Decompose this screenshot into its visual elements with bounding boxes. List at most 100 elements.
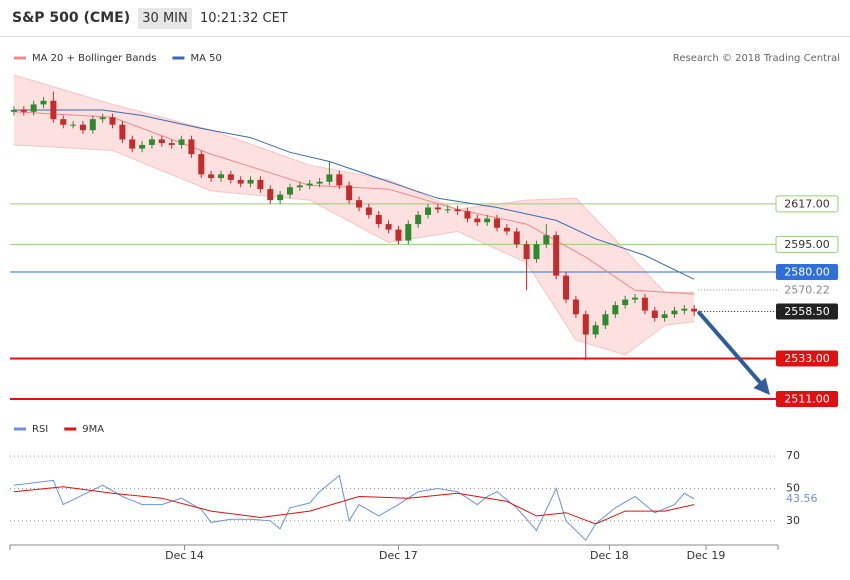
ma50-line [13, 109, 695, 280]
y-tick-label: 50 [786, 481, 800, 494]
candle-body [356, 200, 363, 208]
candle-body [553, 235, 560, 276]
candle-body [217, 174, 224, 179]
candle-body [129, 139, 136, 149]
candle-body [405, 224, 412, 241]
candle-body [40, 100, 47, 105]
candle-body [464, 211, 471, 219]
candle-body [484, 218, 491, 223]
candle-body [227, 174, 234, 180]
price-tag-label: 2580.00 [784, 265, 830, 278]
candle-body [109, 117, 116, 125]
y-tick-label: 70 [786, 449, 800, 462]
x-tick-label: Dec 14 [165, 549, 204, 562]
candle-body [454, 209, 461, 212]
candle-body [20, 109, 27, 112]
price-tag [776, 303, 838, 320]
price-tag [776, 350, 838, 367]
candle-body [30, 104, 37, 112]
candle-body [612, 305, 619, 315]
candle-body [286, 187, 293, 195]
candle-body [503, 227, 510, 232]
candle-body [533, 244, 540, 260]
candle-body [237, 179, 244, 184]
candle-body [89, 119, 96, 131]
candle-body [543, 235, 550, 245]
candle-body [99, 117, 106, 120]
price-tag-label: 2533.00 [784, 352, 830, 365]
candle-body [671, 310, 678, 315]
price-tag [775, 235, 839, 253]
candle-body [346, 185, 353, 201]
candle-body [10, 109, 17, 112]
interval: 30 MIN [142, 11, 187, 26]
candle-body [257, 179, 264, 190]
candle-body [434, 207, 441, 210]
legend-label: RSI [32, 424, 48, 435]
candle-body [444, 209, 451, 211]
legend-label: 9MA [82, 424, 104, 435]
candle-body [70, 124, 77, 126]
bollinger-lower [13, 144, 695, 356]
legend-label: MA 50 [190, 53, 221, 64]
candle-body [494, 218, 501, 228]
candle-body [208, 174, 215, 179]
time: 10:21:32 CET [200, 11, 288, 26]
candle-body [139, 144, 146, 149]
candle-body [641, 297, 648, 311]
candle-body [79, 124, 86, 131]
candle-body [592, 325, 599, 335]
price-tag-label: 2617.00 [784, 197, 830, 210]
candle-body [365, 207, 372, 215]
candle-body [513, 231, 520, 245]
candle-body [651, 310, 658, 318]
interval-box [138, 8, 192, 29]
candle-body [188, 139, 195, 155]
indicator-line [13, 474, 695, 541]
indicator-line [13, 486, 695, 525]
candle-body [247, 179, 254, 184]
x-tick-label: Dec 17 [379, 549, 418, 562]
price-tag [776, 390, 838, 407]
candle-body [326, 174, 333, 182]
price-tag-label: 2558.50 [784, 305, 830, 318]
candle-body [148, 139, 155, 145]
candle-body [316, 181, 323, 184]
rsi-value-label: 43.56 [786, 492, 818, 505]
candle-body [296, 185, 303, 188]
candle-body [306, 183, 313, 186]
price-tag-label: 2570.22 [784, 283, 830, 296]
candle-body [661, 314, 668, 318]
candle-body [375, 214, 382, 225]
y-tick-label: 30 [786, 514, 800, 527]
bollinger-fill [13, 74, 695, 355]
candle-body [395, 229, 402, 241]
legend-label: MA 20 + Bollinger Bands [32, 53, 156, 64]
candle-body [572, 299, 579, 315]
candle-body [267, 189, 274, 201]
x-tick-label: Dec 18 [590, 549, 629, 562]
candle-body [198, 154, 205, 175]
ma20-line [13, 111, 695, 295]
candle-body [119, 124, 126, 140]
rsi-panel: RSI 9MA 70 50 30 43.56 Dec 14 Dec 17 Dec 18 Dec 1… [9, 424, 818, 562]
candle-body [178, 139, 185, 145]
credit: Research © 2018 Trading Central [673, 53, 840, 64]
candle-body [681, 308, 688, 311]
candle-body [632, 297, 639, 300]
price-tag [775, 195, 839, 213]
candle-body [415, 214, 422, 225]
candle-body [60, 119, 67, 125]
candle-body [582, 314, 589, 335]
instrument-title: S&P 500 (CME) [12, 10, 130, 26]
price-tag-label: 2595.00 [784, 238, 830, 251]
price-tag-label: 2511.00 [784, 392, 830, 405]
x-tick-label: Dec 19 [687, 549, 726, 562]
price-tag [776, 263, 838, 280]
price-panel: MA 20 + Bollinger Bands MA 50 2617.00 2595.… [10, 53, 839, 407]
candle-body [50, 100, 57, 120]
candle-body [158, 139, 165, 144]
candle-body [425, 207, 432, 215]
forecast-arrow [696, 310, 766, 389]
